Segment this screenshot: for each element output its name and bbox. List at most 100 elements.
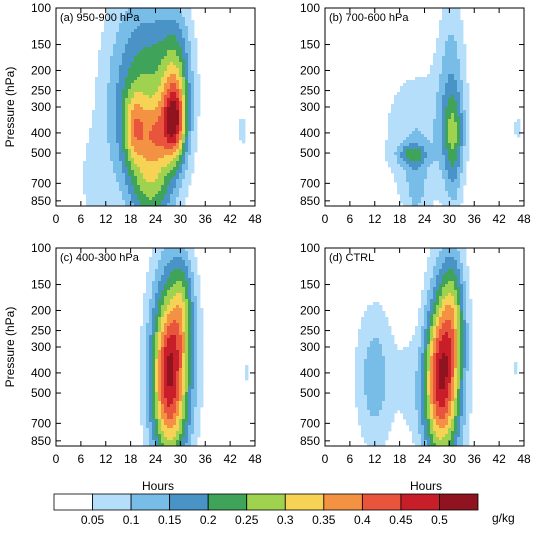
contour-cell xyxy=(104,140,108,144)
contour-cell xyxy=(137,20,141,24)
contour-cell xyxy=(122,98,126,102)
contour-cell xyxy=(170,158,174,162)
contour-cell xyxy=(194,437,198,441)
contour-cell xyxy=(95,80,99,84)
contour-cell xyxy=(146,11,150,15)
contour-cell xyxy=(460,119,464,123)
contour-cell xyxy=(176,386,180,390)
contour-cell xyxy=(454,65,458,69)
contour-cell xyxy=(463,101,467,105)
contour-cell xyxy=(125,29,129,33)
y-tick-label: 700 xyxy=(31,176,51,190)
contour-cell xyxy=(451,8,455,12)
contour-cell xyxy=(143,425,147,429)
contour-cell xyxy=(107,74,111,78)
contour-cell xyxy=(412,98,416,102)
contour-cell xyxy=(421,161,425,165)
contour-cell xyxy=(140,146,144,150)
contour-cell xyxy=(200,371,204,375)
contour-cell xyxy=(119,29,123,33)
contour-cell xyxy=(98,152,102,156)
contour-cell xyxy=(119,110,123,114)
contour-cell xyxy=(107,20,111,24)
contour-cell xyxy=(89,131,93,135)
contour-cell xyxy=(161,368,165,372)
contour-cell xyxy=(412,155,416,159)
contour-cell xyxy=(158,317,162,321)
contour-cell xyxy=(98,68,102,72)
contour-cell xyxy=(137,89,141,93)
contour-cell xyxy=(113,32,117,36)
contour-cell xyxy=(448,65,452,69)
contour-cell xyxy=(448,131,452,135)
contour-cell xyxy=(152,263,156,267)
contour-cell xyxy=(125,149,129,153)
contour-cell xyxy=(158,308,162,312)
contour-cell xyxy=(86,143,90,147)
contour-cell xyxy=(517,119,521,123)
contour-cell xyxy=(170,431,174,435)
contour-cell xyxy=(433,170,437,174)
contour-cell xyxy=(137,173,141,177)
contour-cell xyxy=(170,122,174,126)
contour-cell xyxy=(164,80,168,84)
contour-cell xyxy=(182,89,186,93)
contour-cell xyxy=(155,113,159,117)
contour-cell xyxy=(182,365,186,369)
contour-cell xyxy=(454,86,458,90)
contour-cell xyxy=(113,98,117,102)
contour-cell xyxy=(200,365,204,369)
contour-cell xyxy=(170,437,174,441)
contour-cell xyxy=(445,98,449,102)
contour-cell xyxy=(427,74,431,78)
contour-cell xyxy=(191,398,195,402)
contour-cell xyxy=(137,98,141,102)
contour-cell xyxy=(98,170,102,174)
contour-cell xyxy=(143,434,147,438)
contour-cell xyxy=(448,62,452,66)
contour-cell xyxy=(182,389,186,393)
contour-cell xyxy=(442,164,446,168)
contour-cell xyxy=(116,11,120,15)
contour-cell xyxy=(164,41,168,45)
contour-cell xyxy=(167,107,171,111)
contour-cell xyxy=(152,89,156,93)
contour-cell xyxy=(152,350,156,354)
contour-cell xyxy=(116,53,120,57)
contour-cell xyxy=(173,80,177,84)
contour-cell xyxy=(430,68,434,72)
contour-cell xyxy=(158,392,162,396)
contour-cell xyxy=(152,158,156,162)
contour-cell xyxy=(442,8,446,12)
contour-cell xyxy=(158,56,162,60)
contour-cell xyxy=(442,56,446,60)
contour-cell xyxy=(185,401,189,405)
contour-cell xyxy=(125,23,129,27)
contour-cell xyxy=(182,128,186,132)
contour-cell xyxy=(143,161,147,165)
contour-cell xyxy=(176,80,180,84)
contour-cell xyxy=(451,200,455,204)
contour-cell xyxy=(167,338,171,342)
contour-cell xyxy=(406,170,410,174)
contour-cell xyxy=(427,197,431,201)
contour-cell xyxy=(173,383,177,387)
contour-cell xyxy=(164,110,168,114)
contour-cell xyxy=(134,131,138,135)
contour-cell xyxy=(185,128,189,132)
contour-cell xyxy=(98,191,102,195)
contour-cell xyxy=(188,434,192,438)
contour-cell xyxy=(164,92,168,96)
contour-cell xyxy=(418,152,422,156)
contour-cell xyxy=(239,134,243,138)
contour-cell xyxy=(164,296,168,300)
contour-cell xyxy=(164,158,168,162)
contour-cell xyxy=(412,182,416,186)
contour-cell xyxy=(140,407,144,411)
contour-cell xyxy=(454,44,458,48)
contour-cell xyxy=(158,281,162,285)
contour-cell xyxy=(116,104,120,108)
contour-cell xyxy=(149,380,153,384)
contour-cell xyxy=(149,20,153,24)
contour-cell xyxy=(89,137,93,141)
